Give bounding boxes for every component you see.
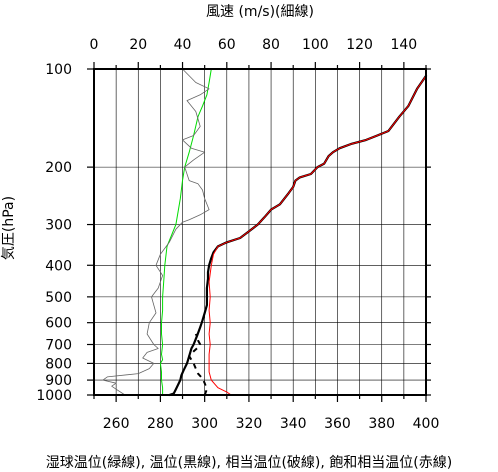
series-line-theta-es (208, 75, 427, 396)
x-top-tick-label: 100 (302, 37, 329, 53)
x-bottom-tick-label: 380 (368, 416, 395, 432)
y-tick-label: 1000 (36, 388, 72, 404)
bottom-axis-title: 湿球温位(緑線), 温位(黒線), 相当温位(破線), 飽和相当温位(赤線) (46, 454, 452, 471)
x-top-tick-label: 140 (390, 37, 417, 53)
y-axis-title: 気圧(hPa) (1, 196, 17, 260)
y-tick-label: 800 (45, 356, 72, 372)
y-tick-label: 200 (45, 160, 72, 176)
series-layer (102, 68, 428, 397)
x-bottom-tick-label: 260 (103, 416, 130, 432)
x-top-tick-label: 80 (262, 37, 280, 53)
x-bottom-tick-label: 320 (236, 416, 263, 432)
y-tick-label: 900 (45, 373, 72, 389)
x-bottom-tick-label: 340 (280, 416, 307, 432)
y-tick-label: 300 (45, 218, 72, 234)
grid-lines (94, 69, 426, 395)
x-top-tick-label: 40 (174, 37, 192, 53)
top-axis-title: 風速 (m/s)(細線) (206, 4, 314, 20)
x-bottom-tick-label: 400 (413, 416, 440, 432)
x-top-tick-label: 120 (346, 37, 373, 53)
y-tick-label: 700 (45, 338, 72, 354)
x-top-tick-label: 60 (218, 37, 236, 53)
y-tick-label: 500 (45, 290, 72, 306)
x-bottom-tick-label: 300 (191, 416, 218, 432)
series-line-wind-speed (102, 68, 210, 396)
x-bottom-tick-label: 280 (147, 416, 174, 432)
plot-frame (93, 68, 427, 396)
x-bottom-tick-label: 360 (324, 416, 351, 432)
y-tick-label: 400 (45, 258, 72, 274)
y-tick-label: 600 (45, 316, 72, 332)
series-line-theta (168, 74, 428, 397)
x-top-tick-label: 20 (129, 37, 147, 53)
series-line-wet-bulb (159, 68, 212, 396)
x-top-tick-label: 0 (90, 37, 99, 53)
tick-labels: 260 280 300 320 340 360 380 400 0 20 40 60 80 100 120 1… (36, 37, 439, 432)
y-tick-label: 100 (45, 62, 72, 78)
series-line-theta-e (188, 333, 208, 396)
